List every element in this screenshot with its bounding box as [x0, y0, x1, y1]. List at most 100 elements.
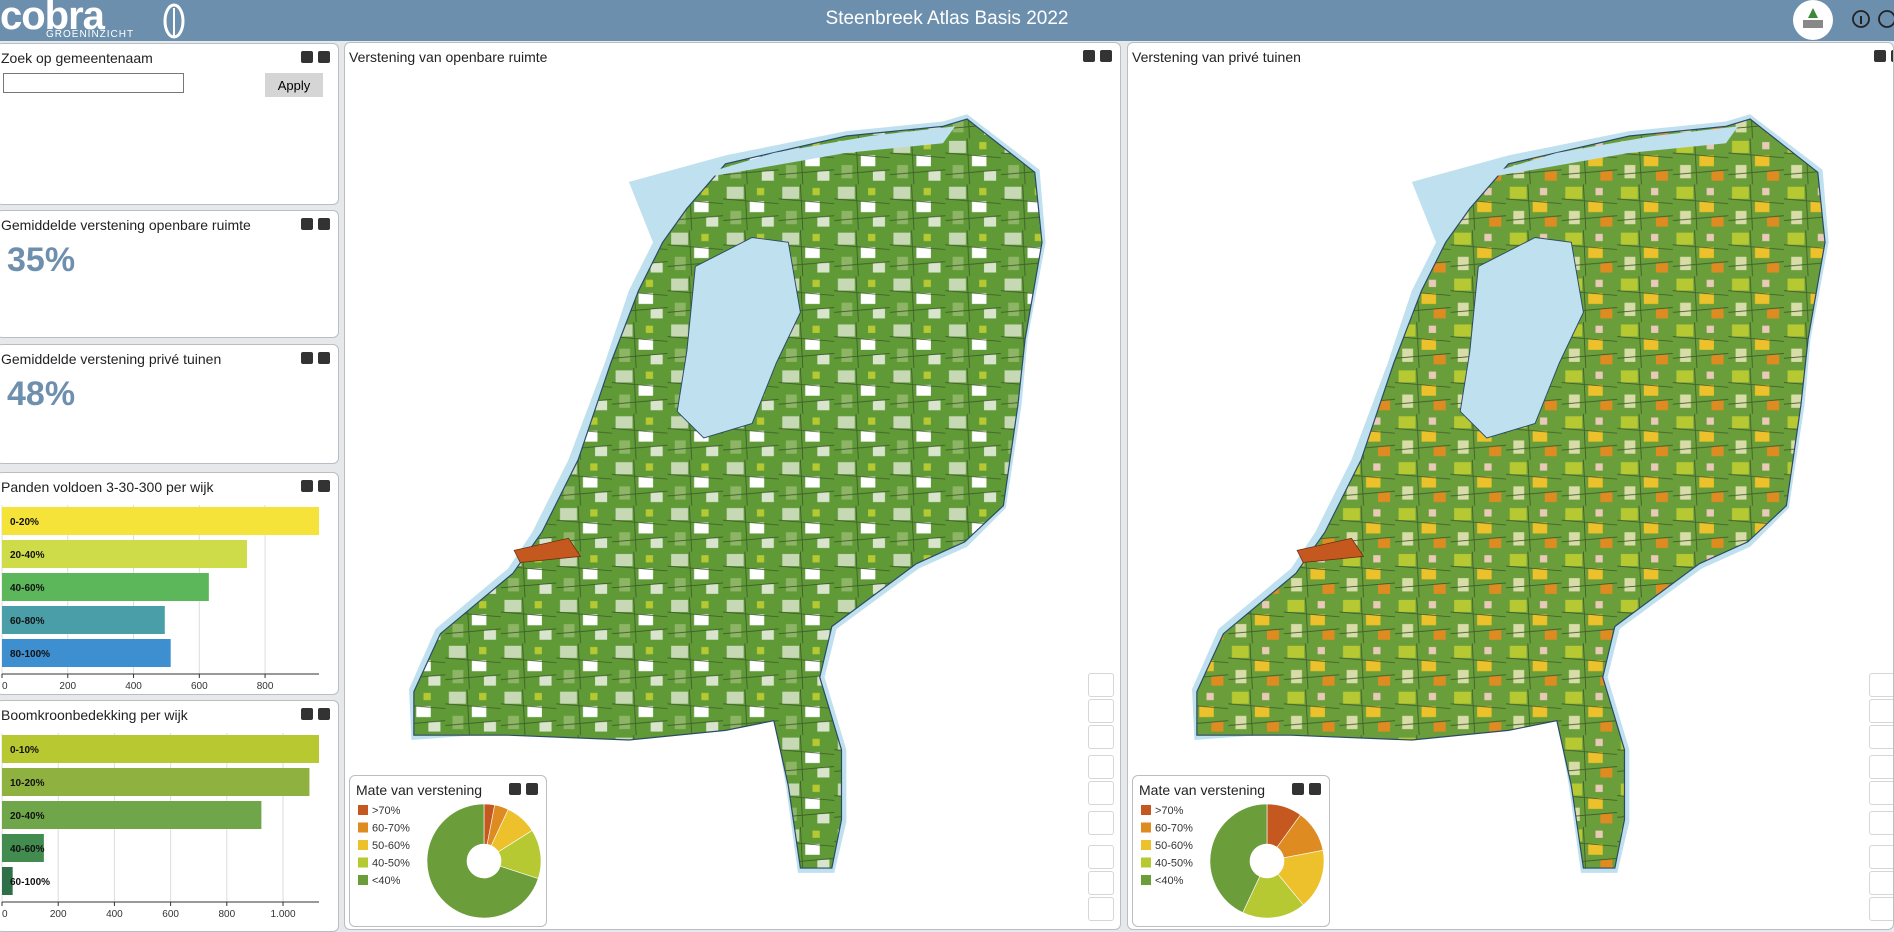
chart-title: Panden voldoen 3-30-300 per wijk — [1, 479, 214, 495]
bar-chart-panel: Boomkroonbedekking per wijk 0 200 400 600 80… — [0, 700, 339, 932]
search-panel: Zoek op gemeentenaam Apply — [0, 43, 339, 205]
app-title: Steenbreek Atlas Basis 2022 — [825, 8, 1069, 29]
x-tick-label: 200 — [59, 681, 76, 692]
x-tick-label: 800 — [218, 909, 235, 920]
pie-slice — [1209, 803, 1268, 913]
map-edit-tools[interactable] — [1088, 755, 1114, 805]
map-zoom[interactable] — [1088, 845, 1114, 921]
map-panel: Verstening van openbare ruimte >70% 60-70… — [344, 42, 1121, 930]
legend-label: >70% — [372, 805, 401, 817]
bar-label: 80-100% — [10, 649, 50, 660]
panel-title: Gemiddelde verstening privé tuinen — [1, 351, 222, 367]
map-fullscreen[interactable] — [1088, 811, 1114, 835]
legend-panel: >70% 60-70% 50-60% 40-50% <40% Mate van vers… — [349, 775, 547, 927]
bar-label: 40-60% — [10, 844, 45, 855]
legend-swatch — [1141, 857, 1151, 868]
x-tick-label: 1.000 — [271, 909, 296, 920]
bar — [2, 768, 310, 796]
x-tick-label: 0 — [2, 909, 8, 920]
bar-chart: 0 200 400 600 800 1.000 0-10% 10-20% 20-40% 40-60… — [1, 733, 319, 920]
kpi-value: 35% — [7, 241, 76, 279]
legend-label: 40-50% — [1155, 858, 1193, 870]
bar-label: 10-20% — [10, 778, 45, 789]
legend-swatch — [1141, 805, 1151, 815]
legend-label: 60-70% — [1155, 823, 1193, 835]
map-panel: Verstening van privé tuinen >70% 60-70% 50… — [1127, 42, 1894, 930]
legend-swatch — [358, 857, 368, 868]
header: cobra GROENINZICHT Steenbreek Atlas Basi… — [0, 0, 1894, 41]
legend-swatch — [1141, 840, 1151, 850]
x-tick-label: 800 — [257, 681, 274, 692]
window-icons[interactable] — [301, 708, 330, 720]
x-tick-label: 600 — [162, 909, 179, 920]
map-title: Verstening van privé tuinen — [1132, 49, 1301, 65]
bar — [2, 639, 171, 667]
bar-label: 40-60% — [10, 583, 45, 594]
window-icons[interactable] — [1874, 50, 1893, 62]
window-icons[interactable] — [301, 352, 330, 364]
map-title: Verstening van openbare ruimte — [349, 49, 548, 65]
kpi-panel: Gemiddelde verstening privé tuinen 48% — [0, 344, 339, 464]
legend-swatch — [358, 822, 368, 833]
window-icons[interactable] — [1083, 50, 1112, 62]
legend-label: 60-70% — [372, 823, 410, 835]
window-icons[interactable] — [301, 51, 330, 63]
x-tick-label: 400 — [106, 909, 123, 920]
legend-swatch — [1141, 822, 1151, 833]
bar-label: 0-20% — [10, 517, 39, 528]
window-icons[interactable] — [509, 783, 538, 795]
bar — [2, 507, 319, 535]
panel-title: Gemiddelde verstening openbare ruimte — [1, 217, 251, 233]
legend-swatch — [358, 840, 368, 850]
bar-label: 20-40% — [10, 550, 45, 561]
header-icons[interactable] — [1786, 0, 1894, 41]
search-input[interactable] — [3, 73, 184, 93]
pie-chart: >70% 60-70% 50-60% 40-50% <40% — [1141, 803, 1325, 919]
window-icons[interactable] — [1292, 783, 1321, 795]
x-tick-label: 200 — [50, 909, 67, 920]
legend-label: <40% — [1155, 875, 1184, 887]
logo: cobra — [0, 0, 105, 38]
bar — [2, 573, 209, 601]
logo-leaf — [163, 3, 185, 39]
bar-label: 0-10% — [10, 745, 39, 756]
x-tick-label: 0 — [2, 681, 8, 692]
panel-title: Zoek op gemeentenaam — [1, 50, 153, 66]
pie-slice — [426, 803, 539, 919]
bar — [2, 735, 319, 763]
bar-label: 20-40% — [10, 811, 45, 822]
legend-panel: >70% 60-70% 50-60% 40-50% <40% Mate van vers… — [1132, 775, 1330, 927]
bar-chart-panel: Panden voldoen 3-30-300 per wijk 0 200 400… — [0, 472, 339, 695]
window-icons[interactable] — [301, 480, 330, 492]
window-icons[interactable] — [301, 218, 330, 230]
map-tools[interactable] — [1869, 673, 1893, 749]
bar-label: 60-80% — [10, 616, 45, 627]
legend-swatch — [358, 805, 368, 815]
x-tick-label: 600 — [191, 681, 208, 692]
legend-label: <40% — [372, 875, 401, 887]
map-fullscreen[interactable] — [1869, 811, 1893, 835]
legend-label: 50-60% — [1155, 840, 1193, 852]
map-tools[interactable] — [1088, 673, 1114, 749]
pie-chart: >70% 60-70% 50-60% 40-50% <40% — [358, 803, 542, 919]
apply-button[interactable]: Apply — [265, 73, 323, 97]
legend-label: 40-50% — [372, 858, 410, 870]
bar — [2, 801, 262, 829]
kpi-value: 48% — [7, 375, 76, 413]
logo-sub: GROENINZICHT — [46, 29, 135, 40]
pie-slice — [1242, 873, 1304, 919]
kpi-panel: Gemiddelde verstening openbare ruimte 35… — [0, 210, 339, 338]
map-edit-tools[interactable] — [1869, 755, 1893, 805]
chart-title: Boomkroonbedekking per wijk — [1, 707, 188, 723]
legend-swatch — [358, 875, 368, 885]
bar — [2, 834, 44, 862]
bar — [2, 540, 247, 568]
bar — [2, 606, 165, 634]
legend-swatch — [1141, 875, 1151, 885]
x-tick-label: 400 — [125, 681, 142, 692]
map-zoom[interactable] — [1869, 845, 1893, 921]
chart-title: Mate van verstening — [1139, 782, 1266, 798]
chart-title: Mate van verstening — [356, 782, 483, 798]
bar-chart: 0 200 400 600 800 0-20% 20-40% 40-60% 60-80% 80-1… — [1, 505, 319, 692]
